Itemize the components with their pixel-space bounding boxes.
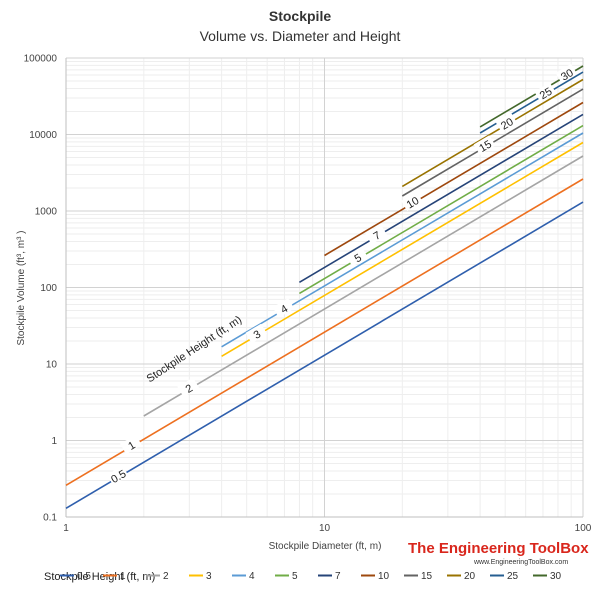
- series-line-2: [143, 155, 584, 417]
- y-tick-label: 0.1: [43, 513, 57, 524]
- legend-label-3: 3: [206, 571, 212, 582]
- series-line-7: [298, 113, 584, 283]
- series-line-10: [324, 101, 584, 257]
- legend-label-20: 20: [464, 571, 476, 582]
- series-line-1: [65, 178, 584, 486]
- series-label-4: 4: [279, 303, 290, 316]
- series-label-25: 25: [538, 86, 555, 103]
- legend-label-15: 15: [421, 571, 433, 582]
- legend-label-1: 1: [120, 571, 126, 582]
- x-tick-label: 1: [63, 523, 69, 534]
- series-label-bg-20: [495, 112, 518, 133]
- y-tick-label: 1000: [35, 207, 58, 218]
- brand-logo: The Engineering ToolBox: [408, 540, 589, 557]
- legend-label-4: 4: [249, 571, 255, 582]
- series-label-bg-1: [120, 434, 142, 455]
- series-line-20: [401, 78, 584, 188]
- x-tick-label: 10: [319, 523, 331, 534]
- legend-label-7: 7: [335, 571, 341, 582]
- series-label-10: 10: [405, 195, 422, 212]
- x-tick-labels: 1 10 100: [63, 523, 592, 534]
- y-tick-label: 100000: [24, 54, 58, 65]
- y-tick-label: 10000: [29, 130, 57, 141]
- series-label-15: 15: [477, 138, 494, 155]
- chart-subtitle: Volume vs. Diameter and Height: [200, 28, 401, 44]
- legend-label-25: 25: [507, 571, 519, 582]
- legend-title: Stockpile Height (ft, m): [44, 571, 155, 583]
- legend-label-5: 5: [292, 571, 298, 582]
- legend-label-2: 2: [163, 571, 169, 582]
- y-tick-labels: 0.1 1 10 100 1000 10000 100000: [24, 54, 58, 524]
- series-label-5: 5: [352, 252, 363, 265]
- series-label-bg-7: [365, 224, 388, 245]
- series-label-30: 30: [559, 67, 576, 84]
- series-lines: [65, 65, 584, 509]
- y-tick-label: 10: [46, 360, 58, 371]
- brand-url: www.EngineeringToolBox.com: [473, 559, 568, 566]
- legend-label-0.5: 0.5: [77, 571, 91, 582]
- series-label-3: 3: [252, 328, 263, 341]
- series-label-2: 2: [184, 382, 195, 395]
- legend-label-30: 30: [550, 571, 562, 582]
- y-tick-label: 1: [51, 436, 57, 447]
- series-line-0.5: [65, 201, 584, 509]
- series-label-bg-25: [534, 82, 556, 102]
- y-tick-label: 100: [40, 283, 57, 294]
- series-line-3: [221, 141, 584, 357]
- series-label-7: 7: [372, 229, 383, 242]
- series-label-bg-3: [245, 323, 268, 344]
- series-label-bg-0.5: [106, 465, 129, 486]
- series-label-20: 20: [499, 116, 516, 133]
- series-label-bg-2: [177, 377, 200, 398]
- legend-label-10: 10: [378, 571, 390, 582]
- x-tick-label: 100: [575, 523, 592, 534]
- series-label-bg-30: [555, 63, 578, 84]
- y-axis-label: Stockpile Volume (ft³, m³ ): [16, 230, 27, 345]
- series-label-1: 1: [126, 439, 137, 452]
- series-line-5: [298, 124, 584, 295]
- chart-title: Stockpile: [269, 8, 331, 24]
- series-label-bg-5: [346, 247, 368, 267]
- x-axis-label: Stockpile Diameter (ft, m): [269, 541, 382, 552]
- series-label-bg-10: [401, 191, 423, 212]
- series-label-bg-15: [473, 135, 496, 155]
- series-label-bg-4: [272, 298, 295, 318]
- legend: 0.5 1 2 3 4 5 7 10 15 20 25 30: [60, 571, 562, 582]
